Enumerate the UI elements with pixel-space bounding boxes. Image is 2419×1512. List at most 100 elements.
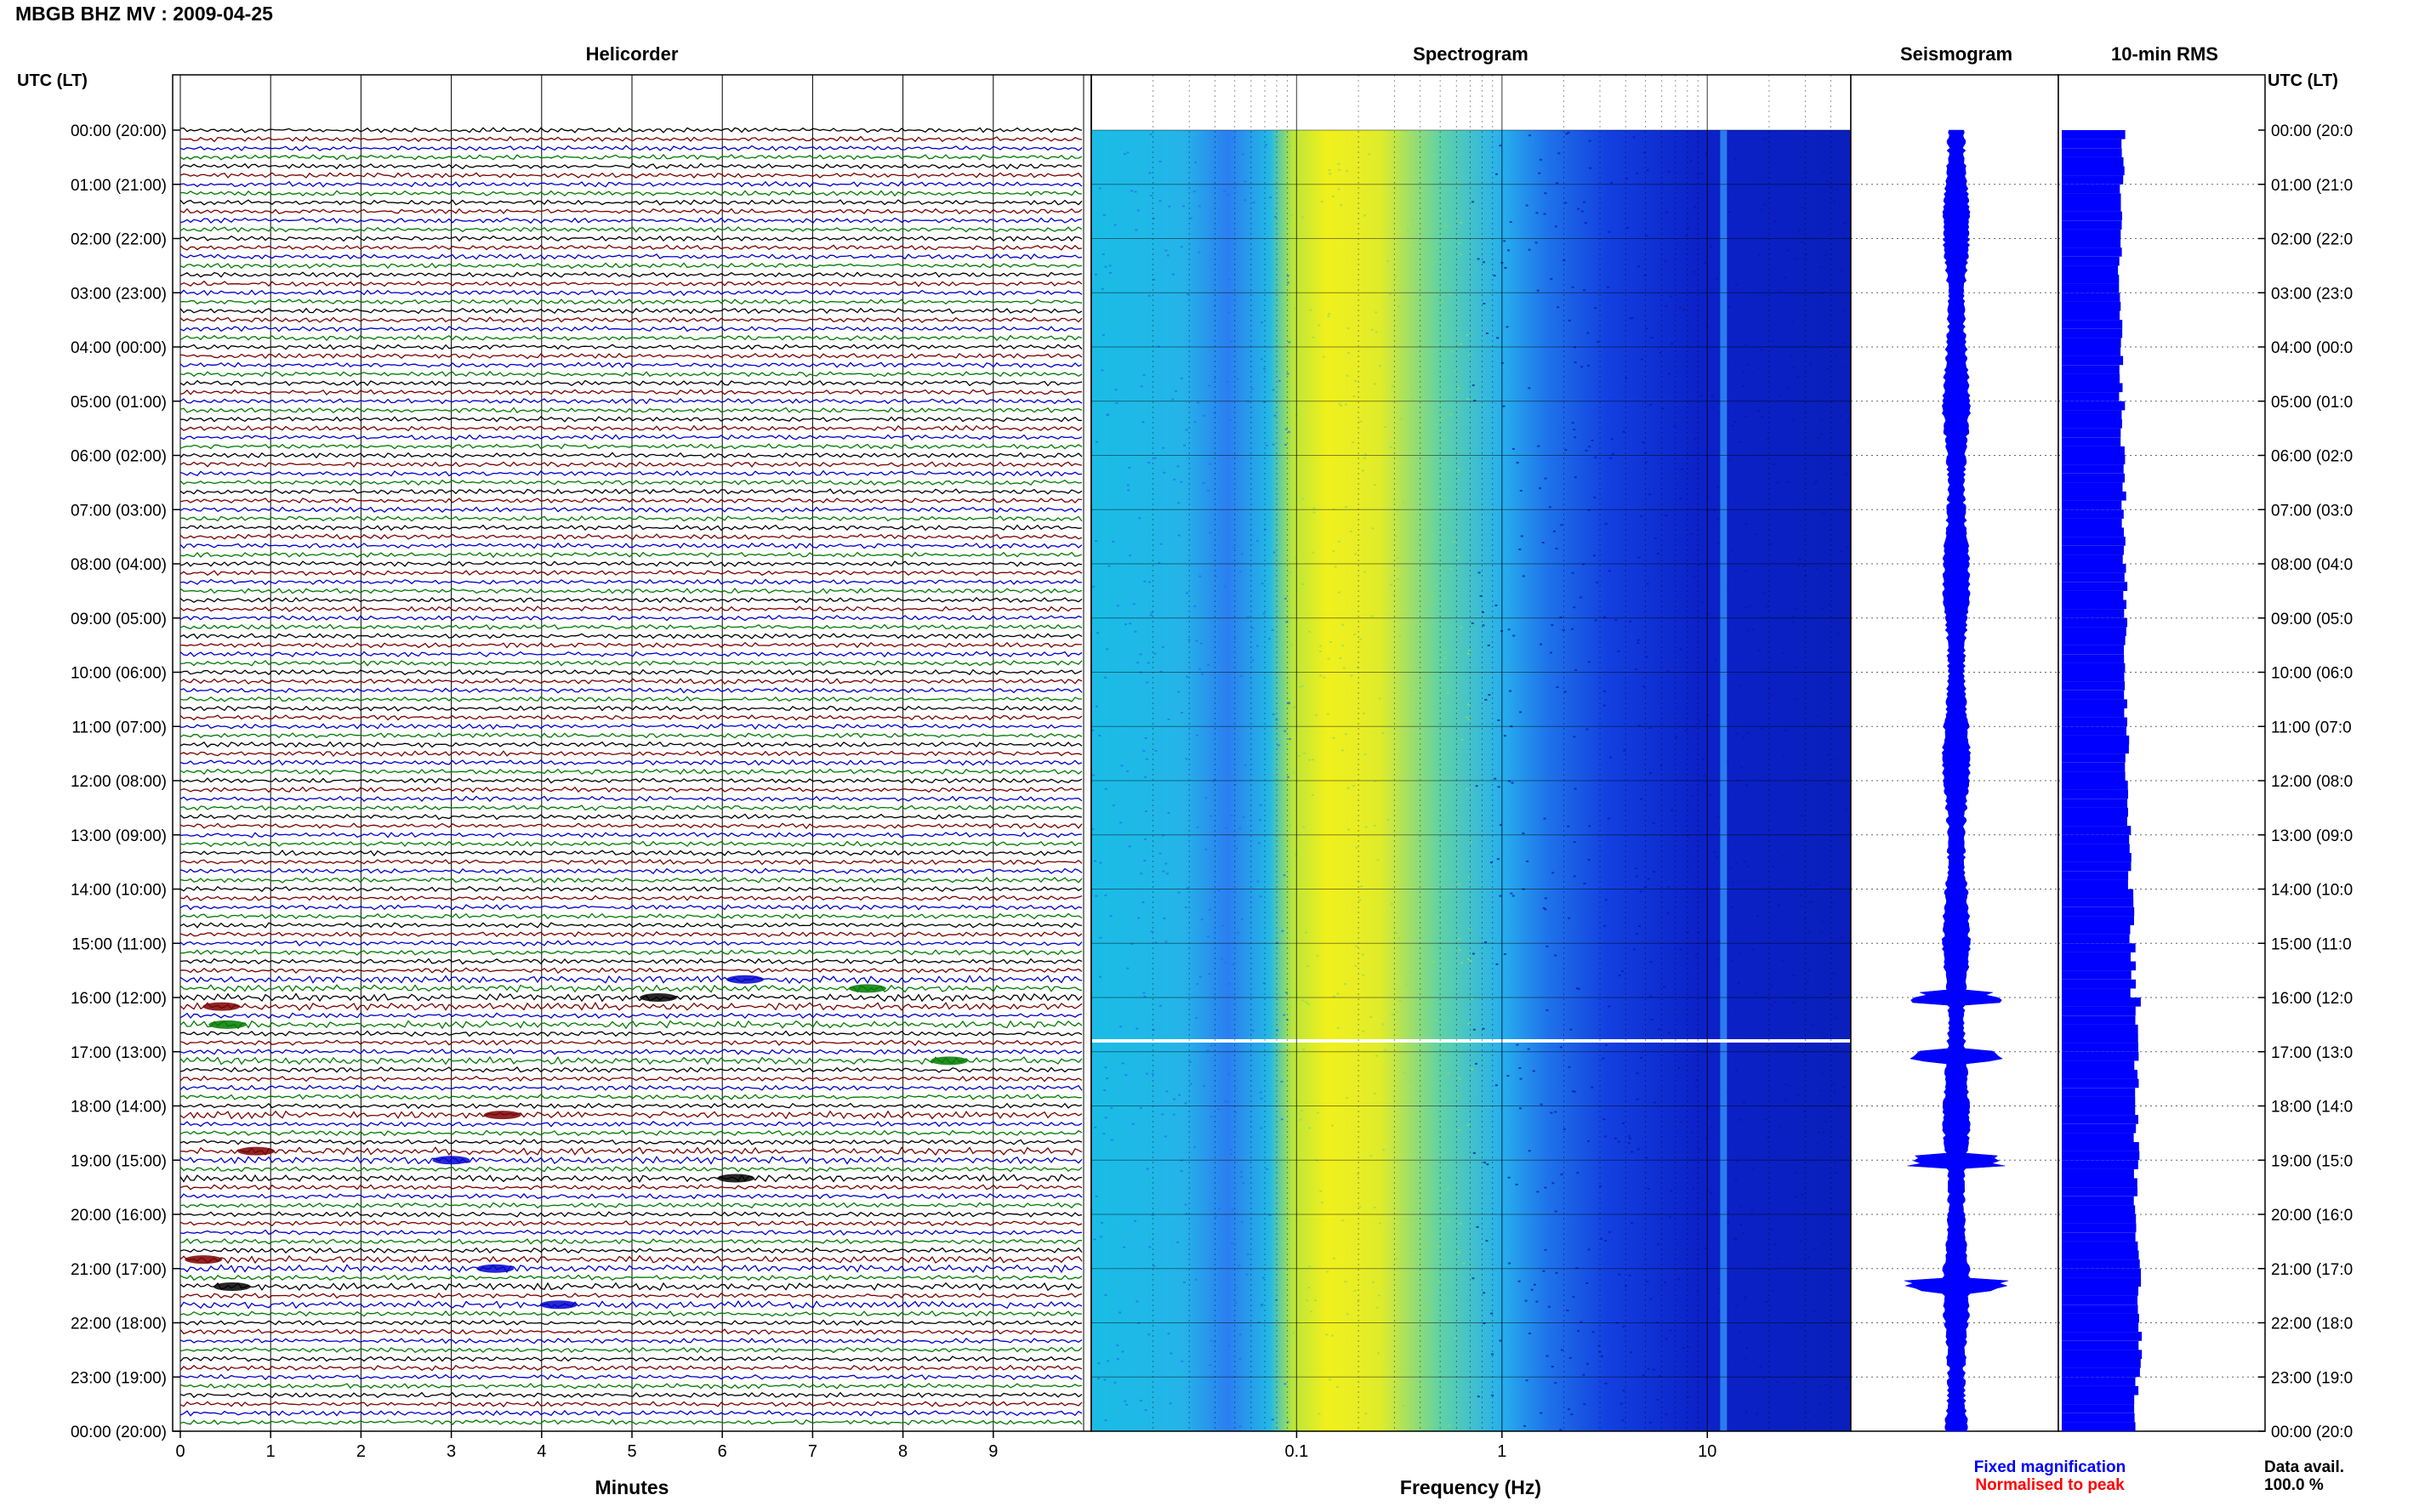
spectrogram-speckle <box>1845 546 1848 549</box>
spectrogram-speckle <box>1369 1016 1373 1018</box>
helicorder-trace <box>179 858 1083 866</box>
helicorder-trace <box>179 1299 1083 1310</box>
spectrogram-speckle <box>1739 766 1743 769</box>
time-label-right: 06:00 (02:0 <box>2271 448 2353 466</box>
spectrogram-speckle <box>1159 670 1163 673</box>
spectrogram-speckle <box>1532 1070 1535 1072</box>
spectrogram-speckle <box>1466 652 1470 655</box>
spectrogram-speckle <box>1798 558 1801 560</box>
spectrogram-speckle <box>1538 172 1541 174</box>
helicorder-trace <box>179 949 1083 956</box>
spectrogram-speckle <box>1826 782 1830 785</box>
spectrogram-speckle <box>1286 1421 1289 1424</box>
spectrogram-speckle <box>1636 933 1639 935</box>
rms-bar <box>2062 156 2124 167</box>
spectrogram-speckle <box>1745 364 1749 367</box>
spectrogram-speckle <box>1416 167 1420 169</box>
spectrogram-speckle <box>1727 1221 1730 1224</box>
spectrogram-speckle <box>1231 1208 1234 1211</box>
spectrogram-speckle <box>1687 1346 1690 1349</box>
spectrogram-speckle <box>1428 551 1431 554</box>
spectrogram-speckle <box>1260 1127 1263 1129</box>
helicorder-trace <box>179 506 1083 514</box>
spectrogram-speckle <box>1577 207 1580 210</box>
spectrogram-speckle <box>1511 782 1514 784</box>
spectrogram-speckle <box>1446 1188 1449 1191</box>
spectrogram-speckle <box>1362 974 1365 976</box>
spectrogram-speckle <box>1106 1077 1108 1080</box>
spectrogram-speckle <box>1415 706 1419 708</box>
rms-bar <box>2062 681 2126 691</box>
spectrogram-speckle <box>1550 278 1553 281</box>
spectrogram-speckle <box>1256 540 1259 542</box>
spectrogram-speckle <box>1642 1374 1645 1377</box>
spectrogram-speckle <box>1519 490 1523 492</box>
spectrogram-speckle <box>1372 1281 1375 1283</box>
spectrogram-speckle <box>1444 225 1448 228</box>
spectrogram-speckle <box>1229 1148 1232 1151</box>
spectrogram-speckle <box>1299 1118 1302 1121</box>
spectrogram-speckle <box>1104 1419 1107 1422</box>
spectrogram-speckle <box>1337 188 1340 190</box>
spectrogram-speckle <box>1214 1216 1217 1219</box>
spectrogram-speckle <box>1271 1418 1274 1421</box>
spectrogram-speckle <box>1382 1149 1386 1151</box>
spectrogram-speckle <box>1420 145 1423 147</box>
spectrogram-speckle <box>1124 623 1127 626</box>
spectrogram-speckle <box>1261 1276 1265 1279</box>
spectrogram-speckle <box>1756 1413 1759 1415</box>
spectrogram-speckle <box>1318 1413 1321 1415</box>
spectrogram-speckle <box>1250 388 1254 390</box>
spectrogram-speckle <box>1703 775 1706 777</box>
spectrogram-speckle <box>1526 860 1529 862</box>
time-label-left: 22:00 (18:00) <box>71 1316 167 1333</box>
spectrogram-speckle <box>1332 550 1335 553</box>
spectrogram-speckle <box>1772 463 1775 466</box>
spectrogram-speckle <box>1189 217 1192 219</box>
spectrogram-speckle <box>1301 583 1305 585</box>
spectrogram-speckle <box>1217 890 1221 892</box>
spectrogram-speckle <box>1727 211 1731 213</box>
spectrogram-speckle <box>1246 616 1249 618</box>
spectrogram-speckle <box>1207 663 1210 666</box>
spectrogram-speckle <box>1201 673 1204 675</box>
spectrogram-speckle <box>1757 649 1761 651</box>
spectrogram-speckle <box>1554 225 1557 228</box>
spectrogram-speckle <box>1187 293 1190 295</box>
seismogram-title: Seismogram <box>1900 43 2012 65</box>
spectrogram-speckle <box>1758 367 1762 369</box>
rms-bar <box>2062 473 2126 483</box>
spectrogram-speckle <box>1807 1256 1811 1259</box>
spectrogram-speckle <box>1777 904 1780 907</box>
helicorder-trace <box>179 424 1083 432</box>
spectrogram-speckle <box>1226 381 1229 384</box>
spectrogram-speckle <box>1277 744 1280 747</box>
helicorder-trace <box>179 389 1083 395</box>
spectrogram-speckle <box>1716 816 1720 818</box>
spectrogram-speckle <box>1318 324 1321 327</box>
spectrogram-speckle <box>1687 227 1690 230</box>
rms-bar <box>2062 988 2131 998</box>
spectrogram-speckle <box>1224 827 1227 829</box>
spectrogram-speckle <box>1576 1172 1579 1174</box>
helicorder-trace <box>179 777 1083 784</box>
spectrogram-speckle <box>1646 583 1649 585</box>
spectrogram-speckle <box>1622 1122 1625 1124</box>
spectrogram-speckle <box>1178 1094 1181 1096</box>
spectrogram-speckle <box>1567 131 1570 134</box>
spectrogram-speckle <box>1289 213 1293 216</box>
rms-bar <box>2062 1106 2136 1116</box>
spectrogram-speckle <box>1591 1086 1594 1089</box>
spectrogram-speckle <box>1347 828 1350 831</box>
spectrogram-speckle <box>1210 1044 1213 1047</box>
spectrogram-speckle <box>1132 603 1136 605</box>
spectrogram-speckle <box>1370 328 1374 331</box>
spectrogram-speckle <box>1363 453 1367 455</box>
spectrogram-speckle <box>1126 967 1130 969</box>
rms-bar <box>2062 952 2131 962</box>
time-label-left: 23:00 (19:00) <box>71 1369 167 1387</box>
spectrogram-speckle <box>1355 846 1358 849</box>
spectrogram-speckle <box>1209 463 1212 465</box>
spectrogram-speckle <box>1763 203 1767 206</box>
spectrogram-speckle <box>1402 501 1405 503</box>
